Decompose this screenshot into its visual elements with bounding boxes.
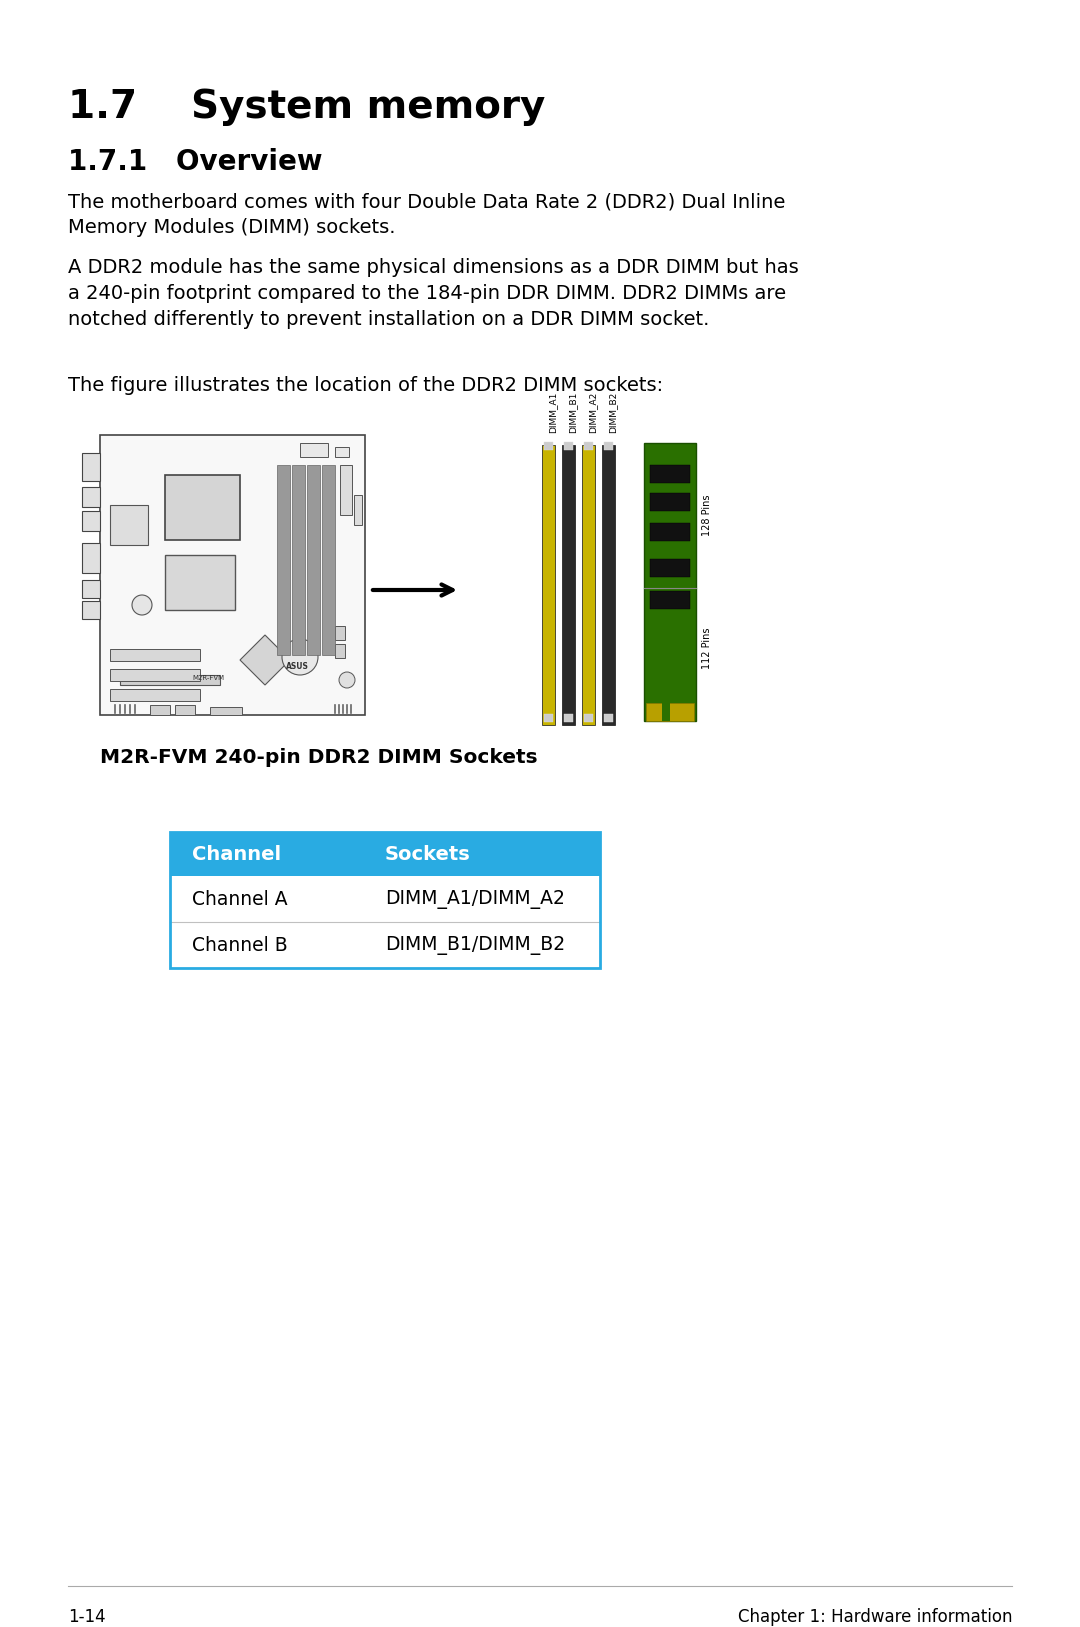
Bar [276, 465, 291, 656]
Bar [82, 579, 100, 599]
Bar [662, 703, 670, 721]
Text: DIMM_B1: DIMM_B1 [568, 392, 578, 433]
Bar [542, 446, 555, 726]
Bar [292, 465, 305, 656]
Bar [564, 714, 573, 722]
Text: 112 Pins: 112 Pins [702, 628, 712, 669]
Text: DIMM_B2: DIMM_B2 [608, 392, 618, 433]
Bar [604, 443, 613, 451]
Bar [300, 443, 328, 457]
Text: 1-14: 1-14 [68, 1607, 106, 1625]
Bar [340, 465, 352, 516]
Bar [82, 486, 100, 508]
Circle shape [282, 639, 318, 675]
Bar [175, 704, 195, 714]
Bar [650, 522, 690, 542]
Bar [602, 446, 615, 726]
Bar [170, 831, 600, 968]
Bar [650, 560, 690, 578]
Bar [650, 493, 690, 511]
Bar [582, 446, 595, 726]
Bar [322, 465, 335, 656]
Bar [335, 626, 345, 639]
Bar [564, 443, 573, 451]
Polygon shape [240, 635, 291, 685]
Text: Channel A: Channel A [192, 890, 287, 908]
Text: 1.7.1   Overview: 1.7.1 Overview [68, 148, 323, 176]
Bar [544, 443, 553, 451]
Bar [165, 555, 235, 610]
Text: Channel: Channel [192, 844, 281, 864]
Text: A DDR2 module has the same physical dimensions as a DDR DIMM but has
a 240-pin f: A DDR2 module has the same physical dime… [68, 259, 799, 329]
Bar [335, 644, 345, 657]
Bar [100, 434, 365, 714]
Text: DIMM_A1/DIMM_A2: DIMM_A1/DIMM_A2 [384, 890, 565, 908]
Bar [210, 708, 242, 714]
Bar [650, 465, 690, 483]
Bar [82, 511, 100, 530]
Text: Channel B: Channel B [192, 936, 287, 955]
Text: ASUS: ASUS [285, 662, 309, 670]
Circle shape [339, 672, 355, 688]
Text: 128 Pins: 128 Pins [702, 495, 712, 535]
Text: DIMM_A2: DIMM_A2 [589, 392, 597, 433]
Bar [170, 831, 600, 875]
Bar [544, 714, 553, 722]
Bar [110, 688, 200, 701]
Bar [584, 443, 593, 451]
Text: 1.7    System memory: 1.7 System memory [68, 88, 545, 125]
Bar [110, 669, 200, 682]
Text: Sockets: Sockets [384, 844, 471, 864]
Bar [307, 465, 320, 656]
Bar [650, 591, 690, 608]
Bar [562, 446, 575, 726]
Bar [354, 495, 362, 526]
Text: The figure illustrates the location of the DDR2 DIMM sockets:: The figure illustrates the location of t… [68, 376, 663, 395]
Text: DIMM_A1: DIMM_A1 [549, 392, 557, 433]
Bar [82, 452, 100, 482]
Text: Chapter 1: Hardware information: Chapter 1: Hardware information [738, 1607, 1012, 1625]
Bar [584, 714, 593, 722]
Bar [170, 923, 600, 968]
Bar [110, 504, 148, 545]
Bar [110, 649, 200, 661]
Text: The motherboard comes with four Double Data Rate 2 (DDR2) Dual Inline
Memory Mod: The motherboard comes with four Double D… [68, 192, 785, 238]
Bar [82, 543, 100, 573]
Bar [646, 703, 694, 721]
Bar [150, 704, 170, 714]
Bar [170, 875, 600, 923]
Text: M2R-FVM 240-pin DDR2 DIMM Sockets: M2R-FVM 240-pin DDR2 DIMM Sockets [100, 748, 538, 766]
Bar [644, 443, 696, 721]
Bar [120, 675, 220, 685]
Bar [604, 714, 613, 722]
Bar [82, 600, 100, 618]
Text: DIMM_B1/DIMM_B2: DIMM_B1/DIMM_B2 [384, 936, 565, 955]
Bar [165, 475, 240, 540]
Circle shape [132, 595, 152, 615]
Text: M2R-FVM: M2R-FVM [192, 675, 224, 682]
Bar [335, 447, 349, 457]
